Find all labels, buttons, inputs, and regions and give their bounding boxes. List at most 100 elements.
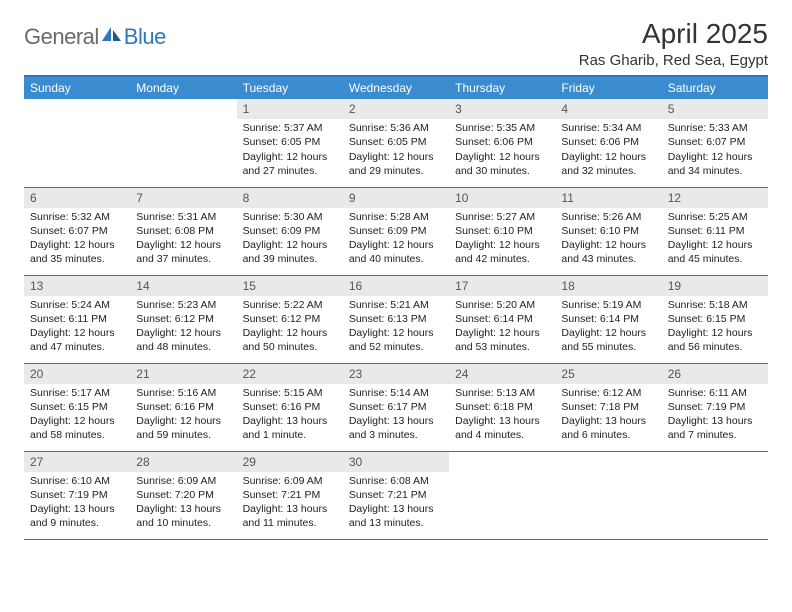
sunrise-text: Sunrise: 5:20 AM [455,298,549,312]
day-number: 16 [343,276,449,296]
day-number: 3 [449,99,555,119]
calendar-cell: 30Sunrise: 6:08 AMSunset: 7:21 PMDayligh… [343,451,449,539]
daylight-text: Daylight: 12 hours and 48 minutes. [136,326,230,354]
calendar-cell: 7Sunrise: 5:31 AMSunset: 6:08 PMDaylight… [130,187,236,275]
calendar-cell: 18Sunrise: 5:19 AMSunset: 6:14 PMDayligh… [555,275,661,363]
daylight-text: Daylight: 12 hours and 53 minutes. [455,326,549,354]
day-number: 19 [662,276,768,296]
sunrise-text: Sunrise: 5:24 AM [30,298,124,312]
day-number: 23 [343,364,449,384]
daylight-text: Daylight: 12 hours and 37 minutes. [136,238,230,266]
daylight-text: Daylight: 13 hours and 10 minutes. [136,502,230,530]
sunrise-text: Sunrise: 5:25 AM [668,210,762,224]
header: General Blue April 2025 Ras Gharib, Red … [24,18,768,69]
calendar-week-row: 6Sunrise: 5:32 AMSunset: 6:07 PMDaylight… [24,187,768,275]
cell-body: Sunrise: 6:09 AMSunset: 7:21 PMDaylight:… [237,472,343,535]
sunrise-text: Sunrise: 6:09 AM [136,474,230,488]
sunrise-text: Sunrise: 5:16 AM [136,386,230,400]
cell-body: Sunrise: 5:16 AMSunset: 6:16 PMDaylight:… [130,384,236,447]
sunrise-text: Sunrise: 5:22 AM [243,298,337,312]
day-header: Wednesday [343,76,449,99]
sunrise-text: Sunrise: 5:31 AM [136,210,230,224]
daylight-text: Daylight: 12 hours and 58 minutes. [30,414,124,442]
calendar-cell [24,99,130,187]
day-number: 6 [24,188,130,208]
calendar-cell: 12Sunrise: 5:25 AMSunset: 6:11 PMDayligh… [662,187,768,275]
sunset-text: Sunset: 6:13 PM [349,312,443,326]
sunrise-text: Sunrise: 5:28 AM [349,210,443,224]
sunset-text: Sunset: 6:07 PM [30,224,124,238]
cell-body: Sunrise: 5:31 AMSunset: 6:08 PMDaylight:… [130,208,236,271]
cell-body: Sunrise: 5:36 AMSunset: 6:05 PMDaylight:… [343,119,449,182]
calendar-cell: 24Sunrise: 5:13 AMSunset: 6:18 PMDayligh… [449,363,555,451]
cell-body: Sunrise: 6:08 AMSunset: 7:21 PMDaylight:… [343,472,449,535]
sunset-text: Sunset: 6:09 PM [349,224,443,238]
calendar-cell: 13Sunrise: 5:24 AMSunset: 6:11 PMDayligh… [24,275,130,363]
calendar-cell: 11Sunrise: 5:26 AMSunset: 6:10 PMDayligh… [555,187,661,275]
cell-body: Sunrise: 5:24 AMSunset: 6:11 PMDaylight:… [24,296,130,359]
cell-body: Sunrise: 6:12 AMSunset: 7:18 PMDaylight:… [555,384,661,447]
calendar-cell: 23Sunrise: 5:14 AMSunset: 6:17 PMDayligh… [343,363,449,451]
daylight-text: Daylight: 12 hours and 56 minutes. [668,326,762,354]
cell-body: Sunrise: 5:23 AMSunset: 6:12 PMDaylight:… [130,296,236,359]
day-number: 8 [237,188,343,208]
daylight-text: Daylight: 12 hours and 55 minutes. [561,326,655,354]
sunset-text: Sunset: 7:19 PM [668,400,762,414]
day-number: 28 [130,452,236,472]
daylight-text: Daylight: 12 hours and 59 minutes. [136,414,230,442]
calendar-cell: 14Sunrise: 5:23 AMSunset: 6:12 PMDayligh… [130,275,236,363]
sunrise-text: Sunrise: 6:12 AM [561,386,655,400]
title-block: April 2025 Ras Gharib, Red Sea, Egypt [579,18,768,69]
cell-body: Sunrise: 6:10 AMSunset: 7:19 PMDaylight:… [24,472,130,535]
daylight-text: Daylight: 12 hours and 27 minutes. [243,150,337,178]
sunrise-text: Sunrise: 5:23 AM [136,298,230,312]
day-header: Friday [555,76,661,99]
calendar-table: Sunday Monday Tuesday Wednesday Thursday… [24,75,768,540]
calendar-cell: 10Sunrise: 5:27 AMSunset: 6:10 PMDayligh… [449,187,555,275]
sunrise-text: Sunrise: 6:08 AM [349,474,443,488]
sunrise-text: Sunrise: 5:35 AM [455,121,549,135]
cell-body: Sunrise: 5:33 AMSunset: 6:07 PMDaylight:… [662,119,768,182]
cell-body: Sunrise: 5:25 AMSunset: 6:11 PMDaylight:… [662,208,768,271]
sunset-text: Sunset: 6:18 PM [455,400,549,414]
sunrise-text: Sunrise: 5:36 AM [349,121,443,135]
day-number: 9 [343,188,449,208]
daylight-text: Daylight: 12 hours and 35 minutes. [30,238,124,266]
sunset-text: Sunset: 7:21 PM [349,488,443,502]
calendar-cell [449,451,555,539]
calendar-cell: 29Sunrise: 6:09 AMSunset: 7:21 PMDayligh… [237,451,343,539]
calendar-cell: 17Sunrise: 5:20 AMSunset: 6:14 PMDayligh… [449,275,555,363]
calendar-cell: 1Sunrise: 5:37 AMSunset: 6:05 PMDaylight… [237,99,343,187]
sunset-text: Sunset: 6:12 PM [243,312,337,326]
cell-body: Sunrise: 5:21 AMSunset: 6:13 PMDaylight:… [343,296,449,359]
day-number: 24 [449,364,555,384]
day-number: 29 [237,452,343,472]
calendar-cell: 5Sunrise: 5:33 AMSunset: 6:07 PMDaylight… [662,99,768,187]
daylight-text: Daylight: 12 hours and 30 minutes. [455,150,549,178]
calendar-cell: 16Sunrise: 5:21 AMSunset: 6:13 PMDayligh… [343,275,449,363]
calendar-cell [555,451,661,539]
sunrise-text: Sunrise: 6:11 AM [668,386,762,400]
day-number: 11 [555,188,661,208]
sunset-text: Sunset: 7:21 PM [243,488,337,502]
daylight-text: Daylight: 12 hours and 34 minutes. [668,150,762,178]
calendar-cell: 27Sunrise: 6:10 AMSunset: 7:19 PMDayligh… [24,451,130,539]
calendar-cell: 2Sunrise: 5:36 AMSunset: 6:05 PMDaylight… [343,99,449,187]
day-number: 25 [555,364,661,384]
sunset-text: Sunset: 6:09 PM [243,224,337,238]
day-number: 14 [130,276,236,296]
cell-body: Sunrise: 6:11 AMSunset: 7:19 PMDaylight:… [662,384,768,447]
sunrise-text: Sunrise: 5:18 AM [668,298,762,312]
daylight-text: Daylight: 13 hours and 11 minutes. [243,502,337,530]
cell-body: Sunrise: 5:18 AMSunset: 6:15 PMDaylight:… [662,296,768,359]
day-number: 17 [449,276,555,296]
daylight-text: Daylight: 12 hours and 52 minutes. [349,326,443,354]
daylight-text: Daylight: 13 hours and 1 minute. [243,414,337,442]
daylight-text: Daylight: 12 hours and 40 minutes. [349,238,443,266]
cell-body: Sunrise: 5:17 AMSunset: 6:15 PMDaylight:… [24,384,130,447]
cell-body: Sunrise: 5:28 AMSunset: 6:09 PMDaylight:… [343,208,449,271]
sunset-text: Sunset: 6:17 PM [349,400,443,414]
day-number: 15 [237,276,343,296]
cell-body: Sunrise: 5:26 AMSunset: 6:10 PMDaylight:… [555,208,661,271]
daylight-text: Daylight: 12 hours and 29 minutes. [349,150,443,178]
